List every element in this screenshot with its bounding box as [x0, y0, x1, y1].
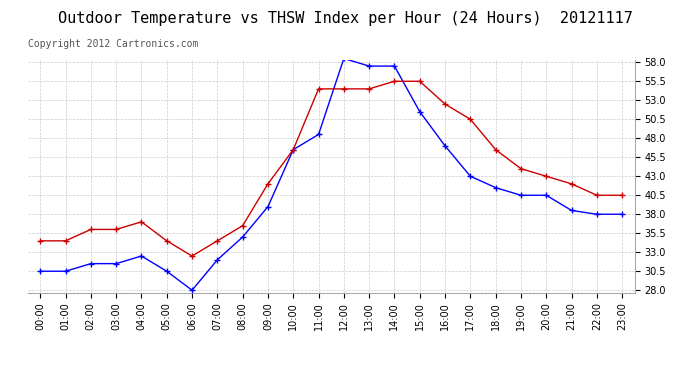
Text: Copyright 2012 Cartronics.com: Copyright 2012 Cartronics.com	[28, 39, 198, 50]
Text: Outdoor Temperature vs THSW Index per Hour (24 Hours)  20121117: Outdoor Temperature vs THSW Index per Ho…	[57, 11, 633, 26]
